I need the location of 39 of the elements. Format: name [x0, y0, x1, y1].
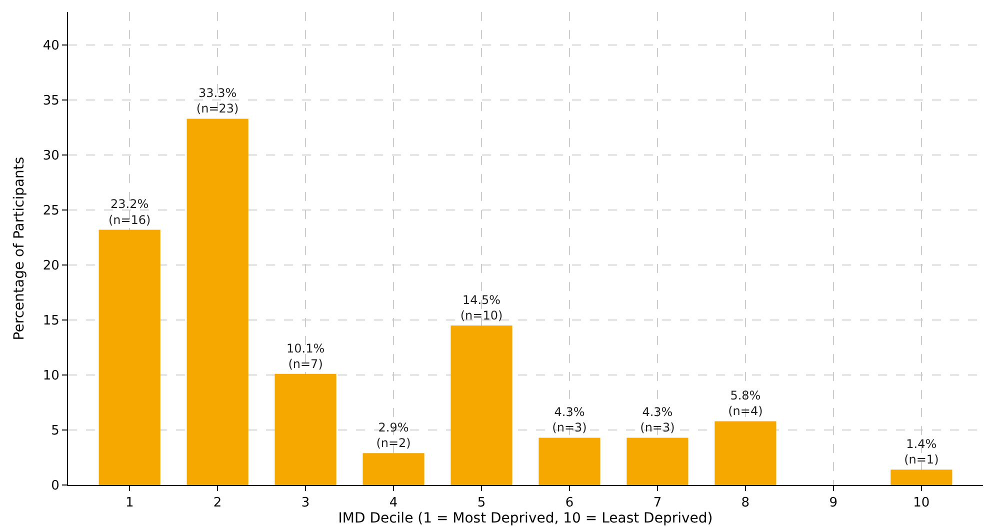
bar — [274, 374, 336, 485]
bar — [538, 438, 600, 485]
y-axis-title: Percentage of Participants — [11, 156, 28, 340]
x-tick-label: 2 — [213, 496, 222, 511]
data-label: 33.3% (n=23) — [196, 86, 239, 116]
y-tick-label: 40 — [42, 38, 60, 54]
data-label: 1.4% (n=1) — [904, 437, 939, 467]
x-tick-label: 9 — [829, 496, 838, 511]
x-tick-label: 4 — [389, 496, 398, 511]
x-axis-title: IMD Decile (1 = Most Deprived, 10 = Least Deprived) — [338, 510, 713, 527]
bar — [98, 230, 160, 485]
bar — [890, 470, 952, 485]
data-label: 23.2% (n=16) — [108, 197, 151, 227]
x-tick-label: 6 — [565, 496, 574, 511]
y-tick-label: 10 — [42, 368, 60, 384]
x-tick-label: 3 — [301, 496, 310, 511]
bar — [450, 326, 512, 485]
x-tick-label: 7 — [653, 496, 662, 511]
bar — [626, 438, 688, 485]
data-label: 4.3% (n=3) — [640, 405, 675, 435]
bar — [362, 453, 424, 485]
x-tick-label: 5 — [477, 496, 486, 511]
x-tick-label: 10 — [913, 496, 930, 511]
data-label: 5.8% (n=4) — [728, 388, 763, 418]
x-tick-label: 8 — [741, 496, 750, 511]
y-tick-label: 35 — [42, 94, 60, 109]
data-label: 14.5% (n=10) — [460, 292, 503, 322]
bar — [714, 421, 776, 485]
data-label: 10.1% (n=7) — [286, 341, 325, 371]
y-tick-label: 20 — [42, 258, 60, 274]
y-tick-label: 15 — [42, 314, 60, 329]
data-label: 4.3% (n=3) — [552, 405, 587, 435]
y-tick-label: 0 — [51, 478, 60, 494]
y-tick-label: 5 — [51, 424, 60, 439]
y-tick-label: 30 — [42, 148, 60, 164]
bar — [186, 118, 248, 485]
y-tick-label: 25 — [42, 204, 60, 219]
x-tick-label: 1 — [125, 496, 134, 511]
data-label: 2.9% (n=2) — [376, 420, 411, 450]
